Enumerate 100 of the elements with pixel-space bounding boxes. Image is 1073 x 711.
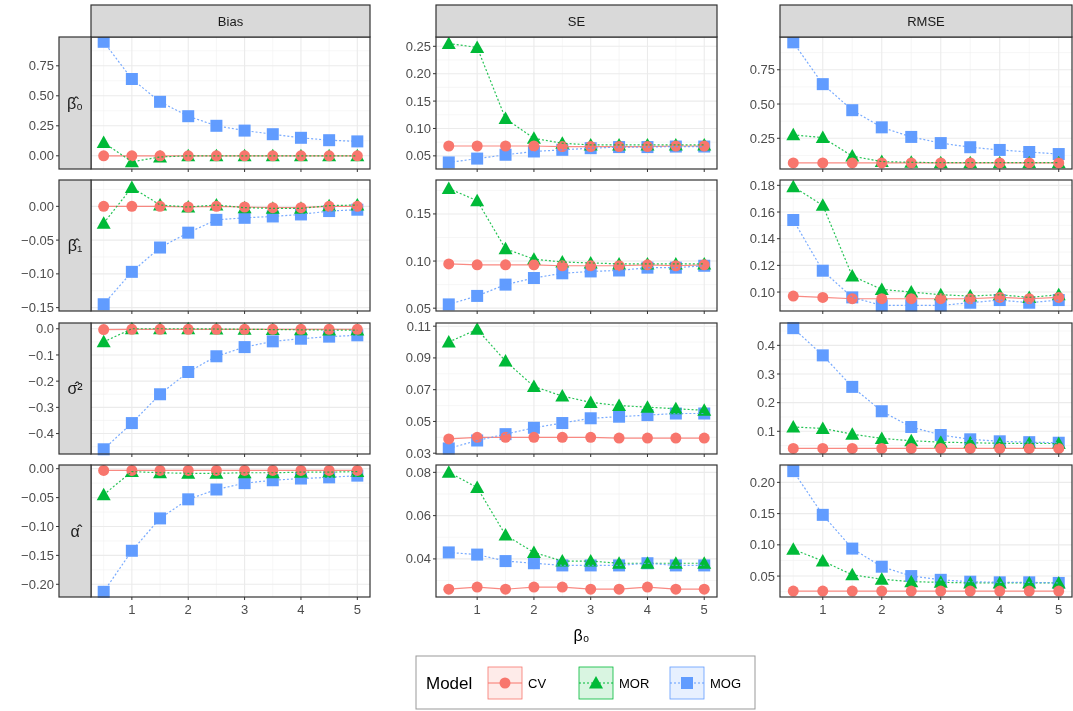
y-tick-label: 0.15 bbox=[405, 93, 431, 109]
y-tick-label: 0.50 bbox=[28, 88, 54, 104]
point bbox=[210, 119, 223, 132]
point bbox=[875, 560, 888, 573]
point bbox=[846, 380, 859, 393]
y-tick-label: −0.2 bbox=[28, 373, 54, 389]
point bbox=[786, 542, 801, 555]
y-tick-label: 0.07 bbox=[405, 382, 431, 398]
point bbox=[964, 141, 977, 154]
point bbox=[526, 545, 541, 558]
y-tick-label: −0.4 bbox=[28, 426, 54, 442]
point bbox=[905, 130, 918, 143]
point bbox=[96, 487, 111, 501]
x-axis-title: β₀ bbox=[573, 627, 590, 644]
point bbox=[874, 572, 889, 585]
y-tick-label: 0.12 bbox=[749, 257, 775, 273]
point bbox=[846, 542, 859, 555]
point bbox=[182, 365, 195, 378]
point bbox=[125, 417, 138, 430]
point bbox=[845, 427, 860, 440]
point bbox=[875, 405, 888, 418]
point bbox=[499, 555, 512, 568]
y-tick-label: 0.25 bbox=[28, 118, 54, 134]
y-axis-title: β̂₁ bbox=[67, 237, 83, 255]
y-tick-label: 0.25 bbox=[405, 38, 431, 54]
point bbox=[323, 134, 336, 147]
y-tick-label: 0.3 bbox=[756, 366, 775, 382]
point bbox=[125, 265, 138, 278]
point bbox=[266, 335, 279, 348]
point bbox=[815, 421, 830, 434]
point bbox=[210, 483, 223, 496]
y-tick-label: 0.14 bbox=[749, 231, 775, 247]
y-tick-label: −0.3 bbox=[28, 399, 54, 415]
point bbox=[555, 389, 570, 402]
point bbox=[441, 36, 456, 50]
point bbox=[470, 40, 485, 53]
point bbox=[96, 334, 111, 348]
x-tick-label: 5 bbox=[1055, 602, 1063, 617]
point bbox=[471, 152, 484, 165]
point bbox=[294, 131, 307, 144]
y-tick-label: 0.09 bbox=[405, 350, 431, 366]
point bbox=[787, 214, 800, 227]
point bbox=[125, 544, 138, 557]
point bbox=[441, 335, 456, 348]
y-tick-label: 0.05 bbox=[405, 300, 431, 316]
point bbox=[96, 135, 111, 149]
point bbox=[556, 417, 569, 430]
y-tick-label: 0.75 bbox=[749, 62, 775, 78]
point bbox=[1023, 146, 1036, 158]
y-tick-label: 0.15 bbox=[405, 206, 431, 222]
point bbox=[471, 548, 484, 561]
point bbox=[182, 226, 195, 239]
point bbox=[441, 465, 456, 478]
point bbox=[210, 213, 223, 226]
point bbox=[905, 420, 918, 433]
y-tick-label: 0.08 bbox=[405, 464, 431, 480]
y-tick-label: 0.00 bbox=[28, 148, 54, 164]
point bbox=[442, 156, 455, 169]
point bbox=[816, 508, 829, 521]
point bbox=[527, 272, 540, 285]
y-tick-label: 0.4 bbox=[756, 337, 775, 353]
point bbox=[786, 419, 801, 433]
point bbox=[875, 121, 888, 134]
x-tick-label: 2 bbox=[530, 602, 538, 617]
point bbox=[816, 78, 829, 91]
y-tick-label: −0.1 bbox=[28, 347, 54, 363]
x-tick-label: 2 bbox=[184, 602, 192, 617]
point bbox=[210, 350, 223, 363]
x-tick-label: 5 bbox=[353, 602, 361, 617]
point bbox=[555, 554, 570, 567]
point bbox=[612, 398, 627, 412]
y-tick-label: 0.10 bbox=[405, 121, 431, 137]
point bbox=[499, 278, 512, 291]
y-tick-label: 0.06 bbox=[405, 508, 431, 524]
y-tick-label: −0.15 bbox=[21, 300, 54, 316]
y-tick-label: 0.00 bbox=[28, 461, 54, 477]
y-axis-title: σ̂² bbox=[67, 380, 84, 398]
point bbox=[182, 493, 195, 506]
y-tick-label: 0.10 bbox=[749, 537, 775, 553]
point bbox=[584, 412, 597, 425]
y-tick-label: 0.50 bbox=[749, 96, 775, 112]
chart-title: Bias bbox=[217, 13, 244, 29]
y-tick-label: 0.05 bbox=[405, 148, 431, 164]
point bbox=[124, 180, 139, 193]
point bbox=[815, 130, 830, 144]
legend-label: CV bbox=[528, 675, 547, 691]
point bbox=[816, 264, 829, 277]
point bbox=[874, 431, 889, 444]
x-tick-label: 3 bbox=[240, 602, 249, 617]
point bbox=[238, 341, 251, 354]
y-tick-label: 0.20 bbox=[749, 474, 775, 490]
point bbox=[815, 198, 830, 211]
y-tick-label: 0.1 bbox=[756, 423, 775, 439]
x-tick-label: 4 bbox=[643, 602, 652, 617]
y-tick-label: 0.10 bbox=[749, 284, 775, 300]
y-tick-label: 0.03 bbox=[405, 445, 431, 461]
point bbox=[442, 546, 455, 559]
point bbox=[815, 554, 830, 567]
x-tick-label: 3 bbox=[587, 602, 595, 617]
point bbox=[471, 289, 484, 302]
